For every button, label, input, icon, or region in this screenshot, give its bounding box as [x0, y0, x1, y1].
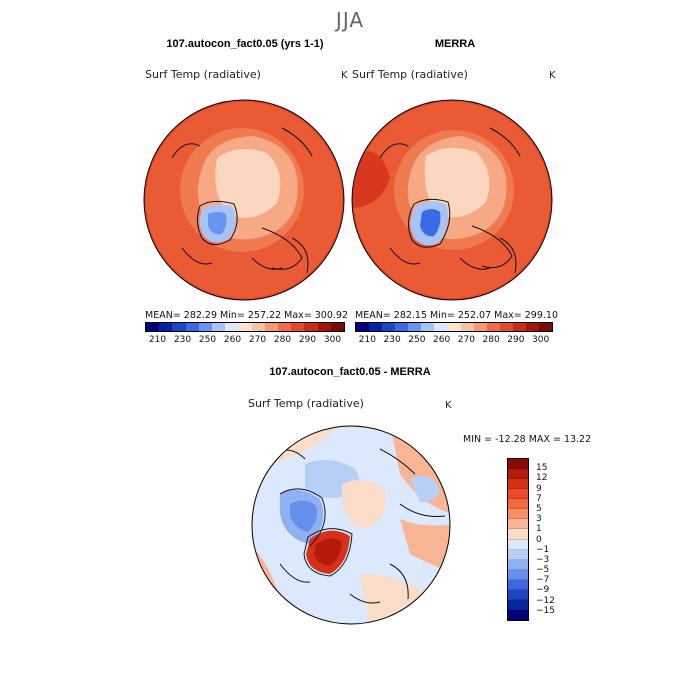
colorbar-label: 12 — [536, 473, 548, 484]
colorbar-swatch — [538, 323, 552, 331]
obs-colorbar-labels: 210 230 250 260 270 280 290 300 — [355, 335, 553, 345]
colorbar-label: 210 — [358, 335, 376, 345]
model-colorbar — [145, 322, 345, 332]
colorbar-swatch — [508, 579, 528, 590]
model-variable-label: Surf Temp (radiative) — [145, 68, 261, 81]
colorbar-swatch — [508, 569, 528, 580]
colorbar-swatch — [434, 323, 448, 331]
colorbar-label: 250 — [408, 335, 426, 345]
colorbar-swatch — [508, 529, 528, 540]
colorbar-label: 5 — [536, 503, 542, 514]
colorbar-swatch — [508, 469, 528, 480]
diff-colorbar-labels: 15 12 9 7 5 3 1 0 −1 −3 −5 −7 −9 −12 −15 — [536, 458, 576, 621]
colorbar-swatch — [508, 559, 528, 570]
colorbar-swatch — [508, 479, 528, 490]
colorbar-label: 9 — [536, 483, 542, 494]
colorbar-label: 270 — [457, 335, 475, 345]
colorbar-label: −15 — [536, 605, 555, 616]
colorbar-label: −5 — [536, 565, 550, 576]
diff-unit-label: K — [445, 400, 452, 411]
obs-stats: MEAN= 282.15 Min= 252.07 Max= 299.10 — [355, 310, 559, 321]
colorbar-swatch — [499, 323, 513, 331]
obs-polar-map — [351, 99, 553, 301]
colorbar-swatch — [408, 323, 422, 331]
obs-unit-label: K — [549, 70, 556, 81]
colorbar-swatch — [512, 323, 526, 331]
colorbar-label: −7 — [536, 575, 550, 586]
colorbar-label: 250 — [198, 335, 217, 345]
colorbar-label: 280 — [482, 335, 500, 345]
diff-panel-title: 107.autocon_fact0.05 - MERRA — [269, 366, 431, 378]
colorbar-swatch — [317, 323, 331, 331]
colorbar-swatch — [508, 609, 528, 620]
colorbar-swatch — [146, 323, 160, 331]
colorbar-label: 1 — [536, 524, 542, 535]
colorbar-label: 290 — [298, 335, 317, 345]
colorbar-label: 300 — [323, 335, 342, 345]
colorbar-label: 3 — [536, 514, 542, 525]
colorbar-swatch — [172, 323, 186, 331]
colorbar-swatch — [508, 549, 528, 560]
model-stats: MEAN= 282.29 Min= 257.22 Max= 300.92 — [145, 310, 349, 321]
colorbar-label: 230 — [173, 335, 192, 345]
colorbar-swatch — [508, 599, 528, 610]
diff-polar-map — [251, 425, 451, 625]
colorbar-swatch — [508, 499, 528, 510]
colorbar-swatch — [251, 323, 265, 331]
colorbar-swatch — [447, 323, 461, 331]
colorbar-label: 230 — [383, 335, 401, 345]
season-title: JJA — [335, 8, 365, 32]
colorbar-swatch — [159, 323, 173, 331]
model-colorbar-labels: 210 230 250 260 270 280 290 300 — [145, 335, 345, 345]
colorbar-label: 15 — [536, 463, 548, 474]
model-panel-title: 107.autocon_fact0.05 (yrs 1-1) — [166, 38, 324, 50]
colorbar-swatch — [508, 589, 528, 600]
colorbar-swatch — [212, 323, 226, 331]
colorbar-label: 260 — [223, 335, 242, 345]
colorbar-label: 300 — [532, 335, 550, 345]
colorbar-swatch — [508, 539, 528, 550]
colorbar-label: −9 — [536, 585, 550, 596]
colorbar-swatch — [395, 323, 409, 331]
colorbar-label: −3 — [536, 554, 550, 565]
colorbar-label: −1 — [536, 544, 550, 555]
colorbar-label: 210 — [148, 335, 167, 345]
colorbar-swatch — [291, 323, 305, 331]
colorbar-swatch — [525, 323, 539, 331]
model-unit-label: K — [341, 70, 348, 81]
colorbar-swatch — [330, 323, 345, 331]
colorbar-label: 290 — [507, 335, 525, 345]
colorbar-swatch — [421, 323, 435, 331]
colorbar-label: 270 — [248, 335, 267, 345]
obs-panel-title: MERRA — [434, 38, 476, 50]
colorbar-label: 0 — [536, 534, 542, 545]
obs-variable-label: Surf Temp (radiative) — [352, 68, 468, 81]
colorbar-swatch — [304, 323, 318, 331]
colorbar-swatch — [278, 323, 292, 331]
colorbar-swatch — [382, 323, 396, 331]
diff-variable-label: Surf Temp (radiative) — [248, 397, 364, 410]
colorbar-swatch — [508, 489, 528, 500]
model-polar-map — [143, 99, 345, 301]
colorbar-swatch — [460, 323, 474, 331]
colorbar-swatch — [369, 323, 383, 331]
colorbar-label: 260 — [433, 335, 451, 345]
diff-colorbar — [507, 458, 529, 621]
colorbar-swatch — [508, 459, 528, 470]
colorbar-swatch — [473, 323, 487, 331]
colorbar-label: −12 — [536, 595, 555, 606]
colorbar-swatch — [264, 323, 279, 331]
colorbar-swatch — [185, 323, 199, 331]
diff-minmax: MIN = -12.28 MAX = 13.22 — [463, 434, 592, 445]
colorbar-swatch — [198, 323, 213, 331]
colorbar-swatch — [486, 323, 500, 331]
colorbar-swatch — [356, 323, 370, 331]
colorbar-swatch — [238, 323, 252, 331]
colorbar-label: 280 — [273, 335, 292, 345]
obs-colorbar — [355, 322, 553, 332]
colorbar-swatch — [225, 323, 239, 331]
colorbar-label: 7 — [536, 493, 542, 504]
colorbar-swatch — [508, 519, 528, 530]
colorbar-swatch — [508, 509, 528, 520]
